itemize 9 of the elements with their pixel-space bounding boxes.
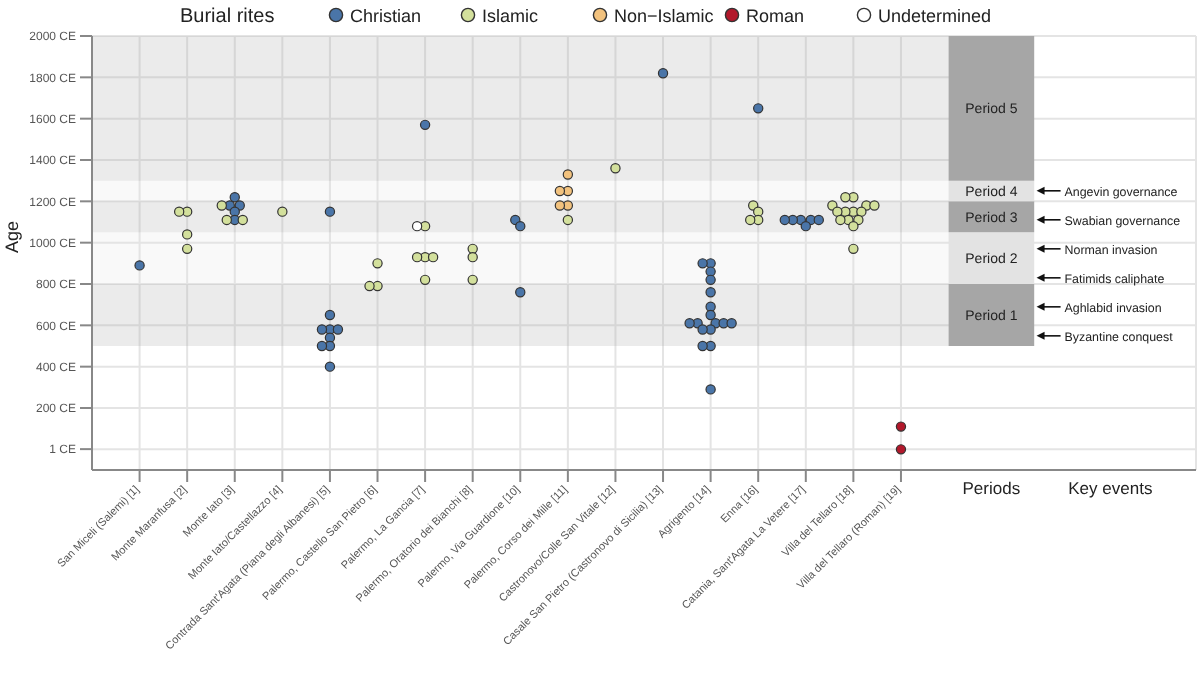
legend-label: Christian xyxy=(350,6,422,26)
text: Key events xyxy=(1068,478,1153,498)
text: Periods xyxy=(962,478,1021,498)
legend-label: Islamic xyxy=(482,6,539,26)
legend-title: Burial rites xyxy=(180,6,275,28)
legend-label: Roman xyxy=(746,6,805,26)
y-axis-title: Age xyxy=(2,220,23,253)
legend-label: Undetermined xyxy=(878,6,992,26)
legend-label: Non−Islamic xyxy=(614,6,715,26)
